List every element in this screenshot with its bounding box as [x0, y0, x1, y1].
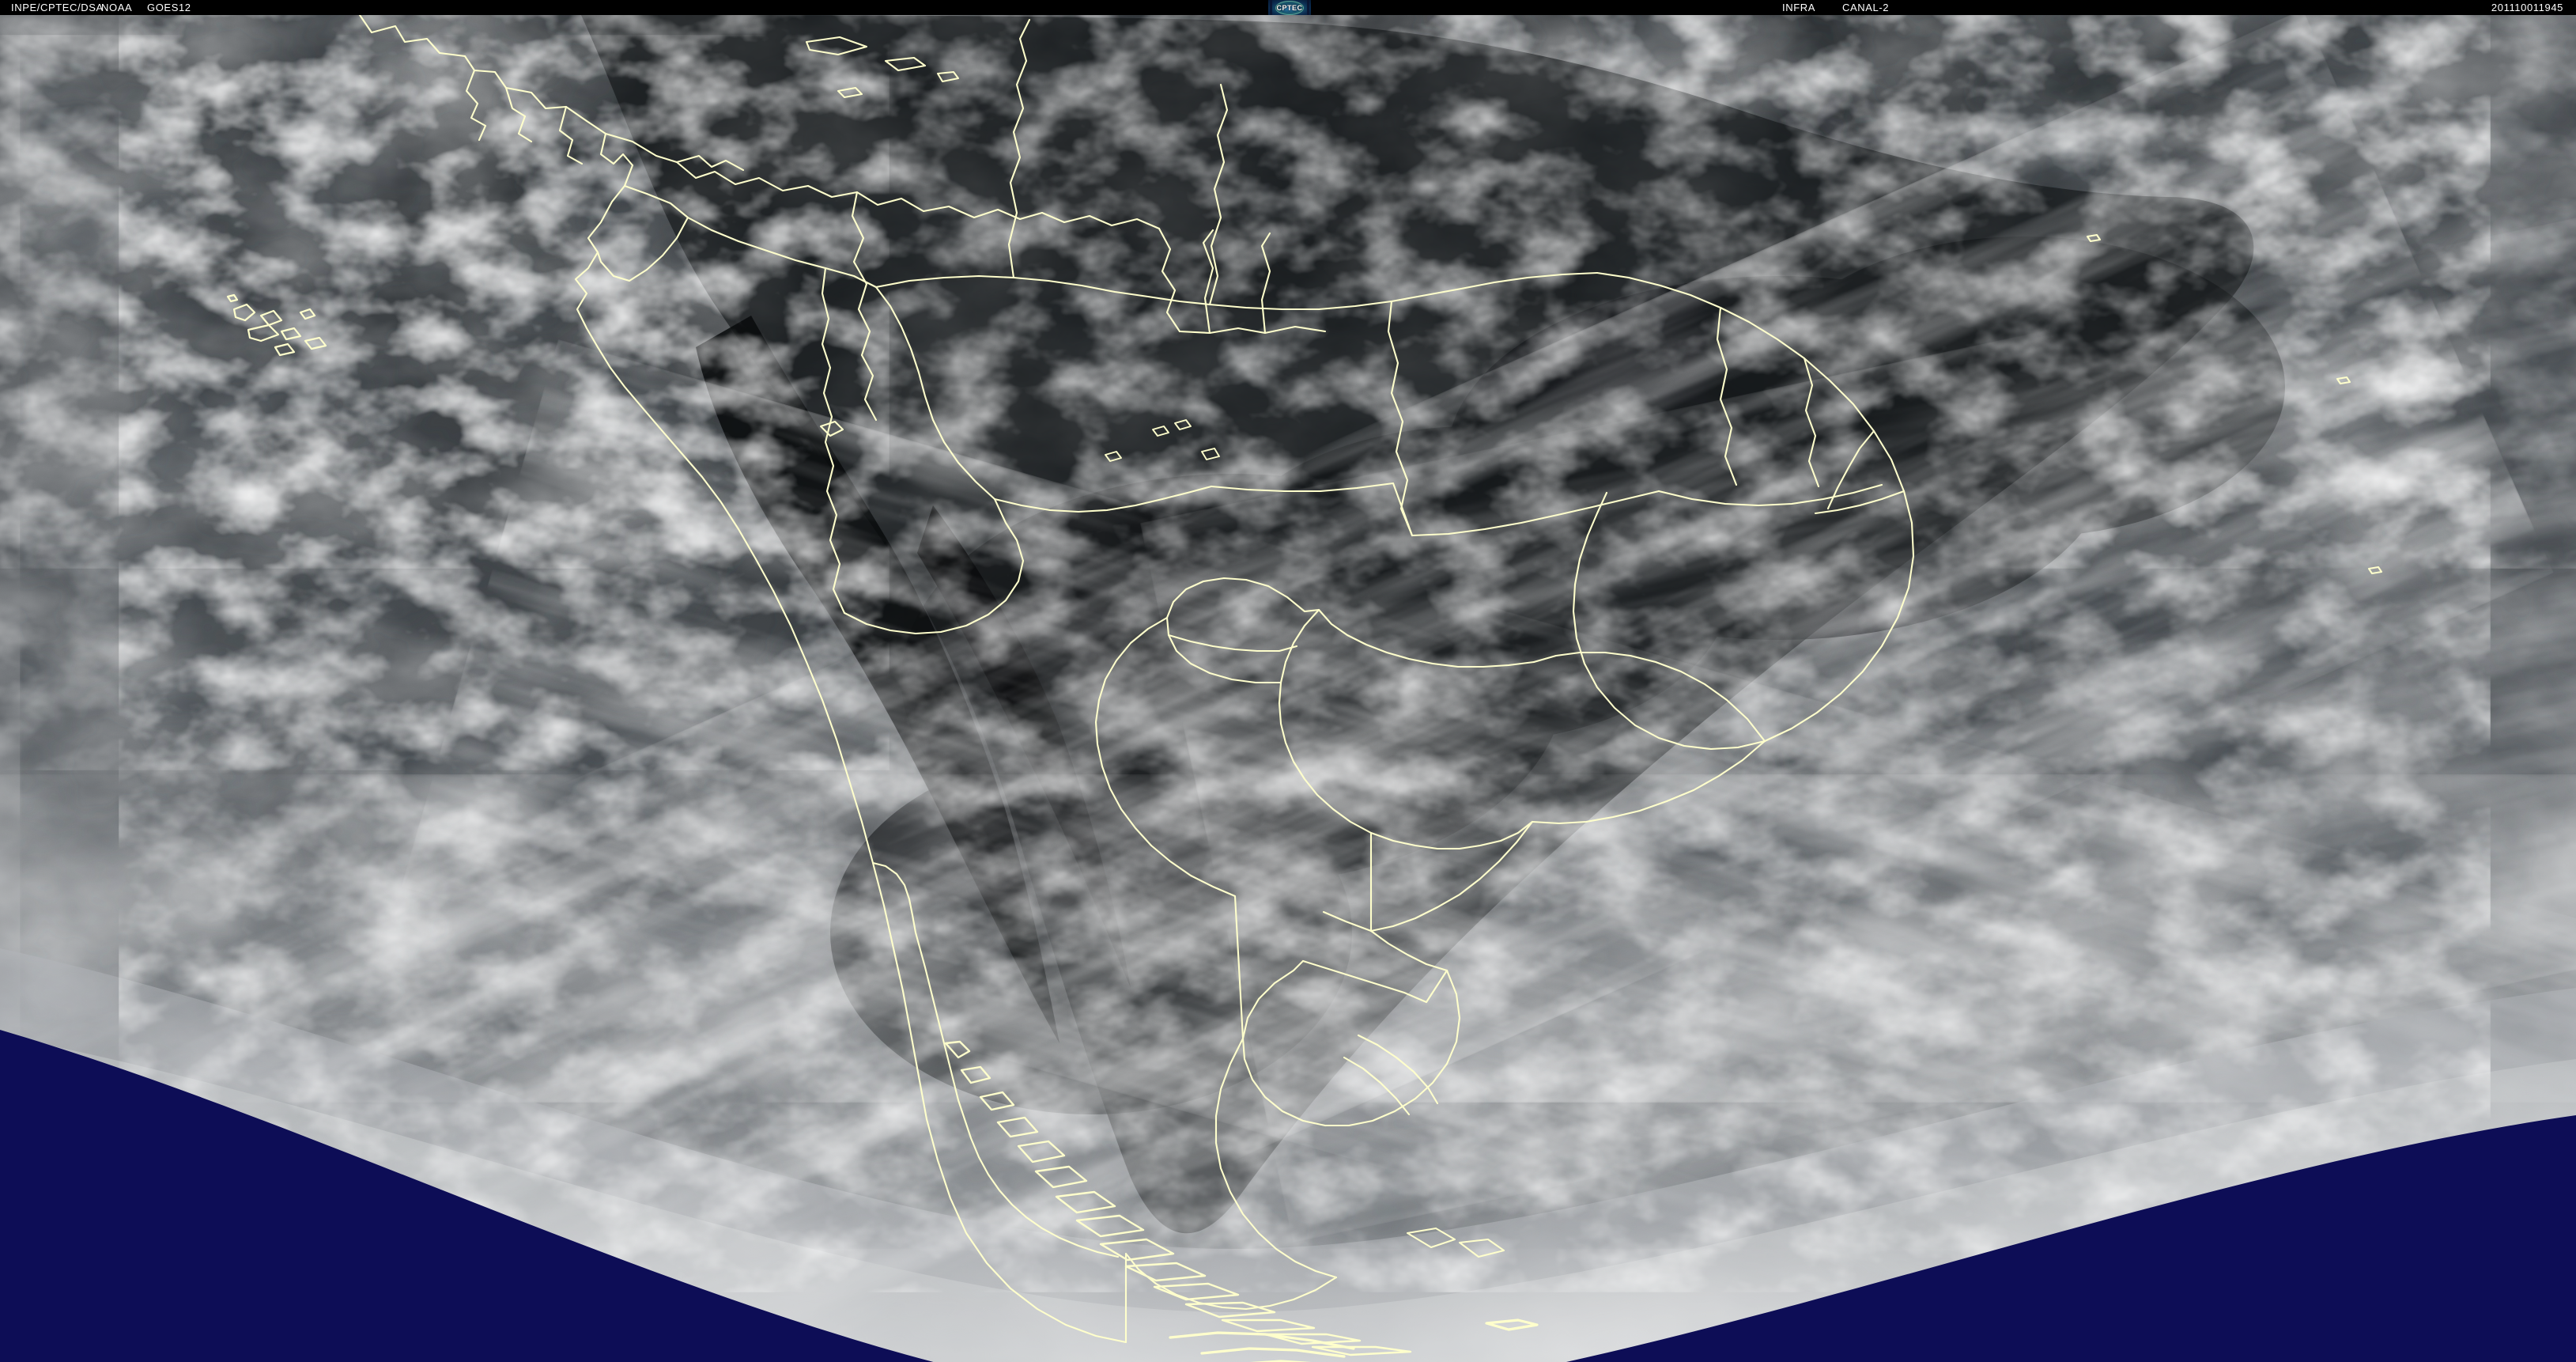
island-falklands-west: [1406, 1227, 1456, 1249]
earth-disk: [0, 15, 2576, 1362]
border-alagoas-sergipe: [1814, 490, 1906, 515]
lake-titicaca: [819, 420, 844, 437]
border-argentina-atlantic: [1214, 1037, 1338, 1279]
logo-bar-right: [1307, 0, 1309, 15]
border-ceara-piaui: [1716, 306, 1738, 486]
border-peru-brazil: [686, 216, 996, 501]
logo-bar-left: [1270, 0, 1272, 15]
border-amazonas-state: [874, 274, 1211, 306]
logo-text: CPTEC: [1276, 3, 1303, 12]
border-sao-paulo-coast: [1369, 820, 1534, 933]
border-rio-grande-norte: [1803, 357, 1820, 488]
border-roraima: [1007, 18, 1031, 279]
border-mato-grosso-north: [1210, 482, 1414, 537]
border-guianas-interior: [1178, 325, 1327, 335]
island-caribbean-lesser: [837, 86, 863, 99]
border-nicaragua: [504, 86, 533, 143]
lagoa-dos-patos: [1357, 1034, 1439, 1105]
header-band-label: INFRA: [1782, 2, 1815, 13]
border-santa-catarina-coast: [1369, 929, 1449, 972]
border-patagonia-coast: [1124, 1252, 1338, 1344]
country-border-overlay: [226, 15, 2383, 1362]
border-panama: [599, 132, 634, 167]
header-channel-label: CANAL-2: [1842, 2, 1890, 13]
header-timestamp-label: 201110011945: [2491, 2, 2563, 13]
island-fernando-de-noronha: [2336, 376, 2351, 385]
header-satellite-label: GOES12: [147, 2, 191, 13]
border-guyana-suriname: [1202, 229, 1214, 335]
border-central-america: [358, 15, 745, 172]
island-falklands-east: [1458, 1238, 1505, 1258]
cptec-logo: CPTEC: [1268, 0, 1311, 15]
border-paraguay: [1165, 577, 1320, 684]
border-guyana-coast: [1158, 227, 1181, 333]
border-suriname-frguiana: [1260, 232, 1271, 335]
logo-globe-ring-icon: [1275, 0, 1304, 15]
border-minas-espirito-santo: [1531, 740, 1766, 825]
border-peru-bolivia: [821, 267, 846, 615]
border-para-south: [1208, 271, 1599, 311]
image-header-bar: INPE/CPTEC/DSA NOAA GOES12 CPTEC INFRA C…: [0, 0, 2576, 15]
island-offshore-ne: [2086, 233, 2102, 243]
bolivian-lakes: [1105, 419, 1220, 462]
border-northeast-coast: [1596, 271, 1915, 743]
border-colombia-venezuela: [851, 191, 878, 422]
border-bolivia-south: [843, 498, 1025, 635]
border-mato-grosso-sul-west: [1278, 608, 1373, 834]
satellite-infrared-image: [0, 15, 2576, 1362]
border-amapa-para: [1208, 83, 1229, 306]
border-ecuador: [596, 184, 689, 282]
border-goias-minas: [1317, 608, 1535, 668]
border-bahia-north: [1657, 483, 1883, 507]
island-puerto-rico: [884, 56, 927, 72]
border-rio-grande-sul-north: [1301, 959, 1449, 1004]
border-pacific-coast: [574, 164, 1127, 1344]
lagoa-mirim: [1343, 1056, 1411, 1116]
border-uruguay: [1241, 959, 1327, 1127]
header-source-label: NOAA: [101, 2, 133, 13]
border-sao-paulo-north: [1369, 820, 1534, 850]
island-atol-das-rocas: [2367, 566, 2383, 575]
border-argentina-north: [1094, 616, 1245, 1040]
border-rio-grande-sul-coast: [1324, 969, 1461, 1127]
border-chile-argentina: [871, 861, 1120, 1258]
header-agency-label: INPE/CPTEC/DSA: [11, 2, 104, 13]
island-leeward: [936, 70, 960, 83]
patagonian-archipelago: [944, 1040, 1412, 1356]
border-tocantins: [1387, 300, 1414, 537]
border-bolivia-brazil-north: [993, 485, 1213, 513]
island-hispaniola: [805, 36, 868, 56]
border-paraiba-pernambuco: [1826, 429, 1875, 510]
border-guatemala-honduras: [465, 69, 487, 142]
limb-glow: [0, 15, 2576, 1362]
border-parana-santa-catarina: [1322, 910, 1373, 933]
border-paraguay-interior: [1167, 634, 1298, 653]
border-bahia-west: [1572, 491, 1766, 751]
border-venezuela-coast: [675, 161, 1161, 230]
earth-disk-view: [0, 15, 2576, 1362]
border-costa-rica: [558, 105, 584, 165]
border-minas-gerais-north: [1532, 651, 1766, 743]
border-tocantins-bahia: [1411, 490, 1660, 537]
island-galapagos: [226, 293, 327, 357]
